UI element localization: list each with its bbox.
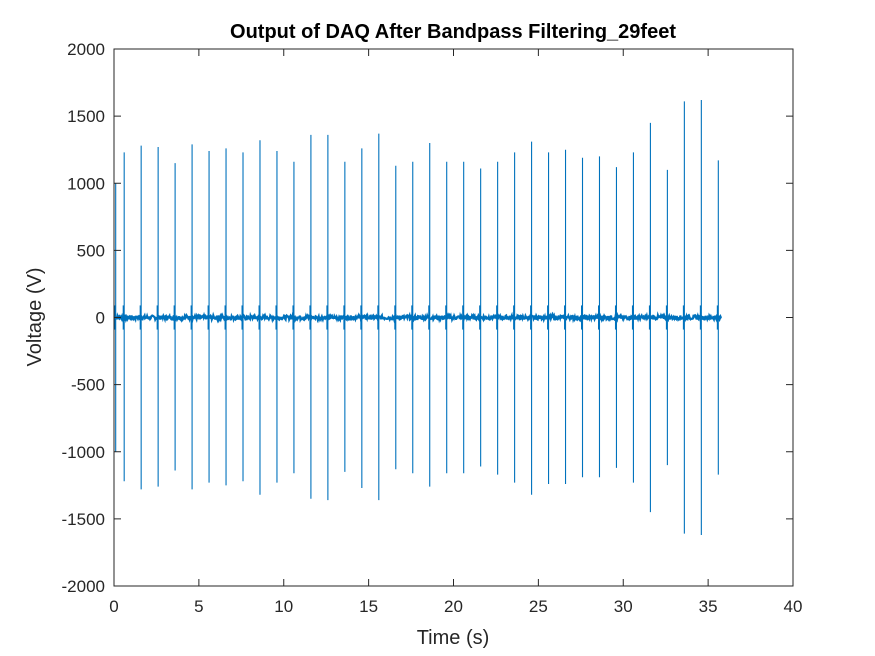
x-tick-label: 30 <box>614 597 633 616</box>
x-tick-label: 40 <box>784 597 803 616</box>
x-tick-label: 20 <box>444 597 463 616</box>
y-tick-label: 0 <box>96 309 105 328</box>
y-tick-label: -1500 <box>62 510 105 529</box>
chart-title: Output of DAQ After Bandpass Filtering_2… <box>230 21 676 43</box>
x-tick-label: 25 <box>529 597 548 616</box>
tick-layer: 0 5 10 15 20 25 30 35 40 -2000 -1500 -1000 -500 0 500 1… <box>62 40 803 616</box>
x-tick-label: 5 <box>194 597 203 616</box>
x-tick-label: 10 <box>274 597 293 616</box>
x-tick-label: 0 <box>109 597 118 616</box>
y-tick-label: -2000 <box>62 577 105 596</box>
y-tick-label: 2000 <box>67 40 105 59</box>
y-axis-label: Voltage (V) <box>24 268 46 367</box>
x-tick-label: 35 <box>699 597 718 616</box>
baseline-noise-trace <box>113 311 723 324</box>
x-tick-label: 15 <box>359 597 378 616</box>
y-tick-label: 1000 <box>67 174 105 193</box>
y-tick-label: 1500 <box>67 107 105 126</box>
y-tick-label: -1000 <box>62 443 105 462</box>
y-tick-label: 500 <box>77 241 105 260</box>
x-axis-label: Time (s) <box>417 627 490 649</box>
y-tick-label: -500 <box>71 376 105 395</box>
series-layer <box>113 100 723 535</box>
